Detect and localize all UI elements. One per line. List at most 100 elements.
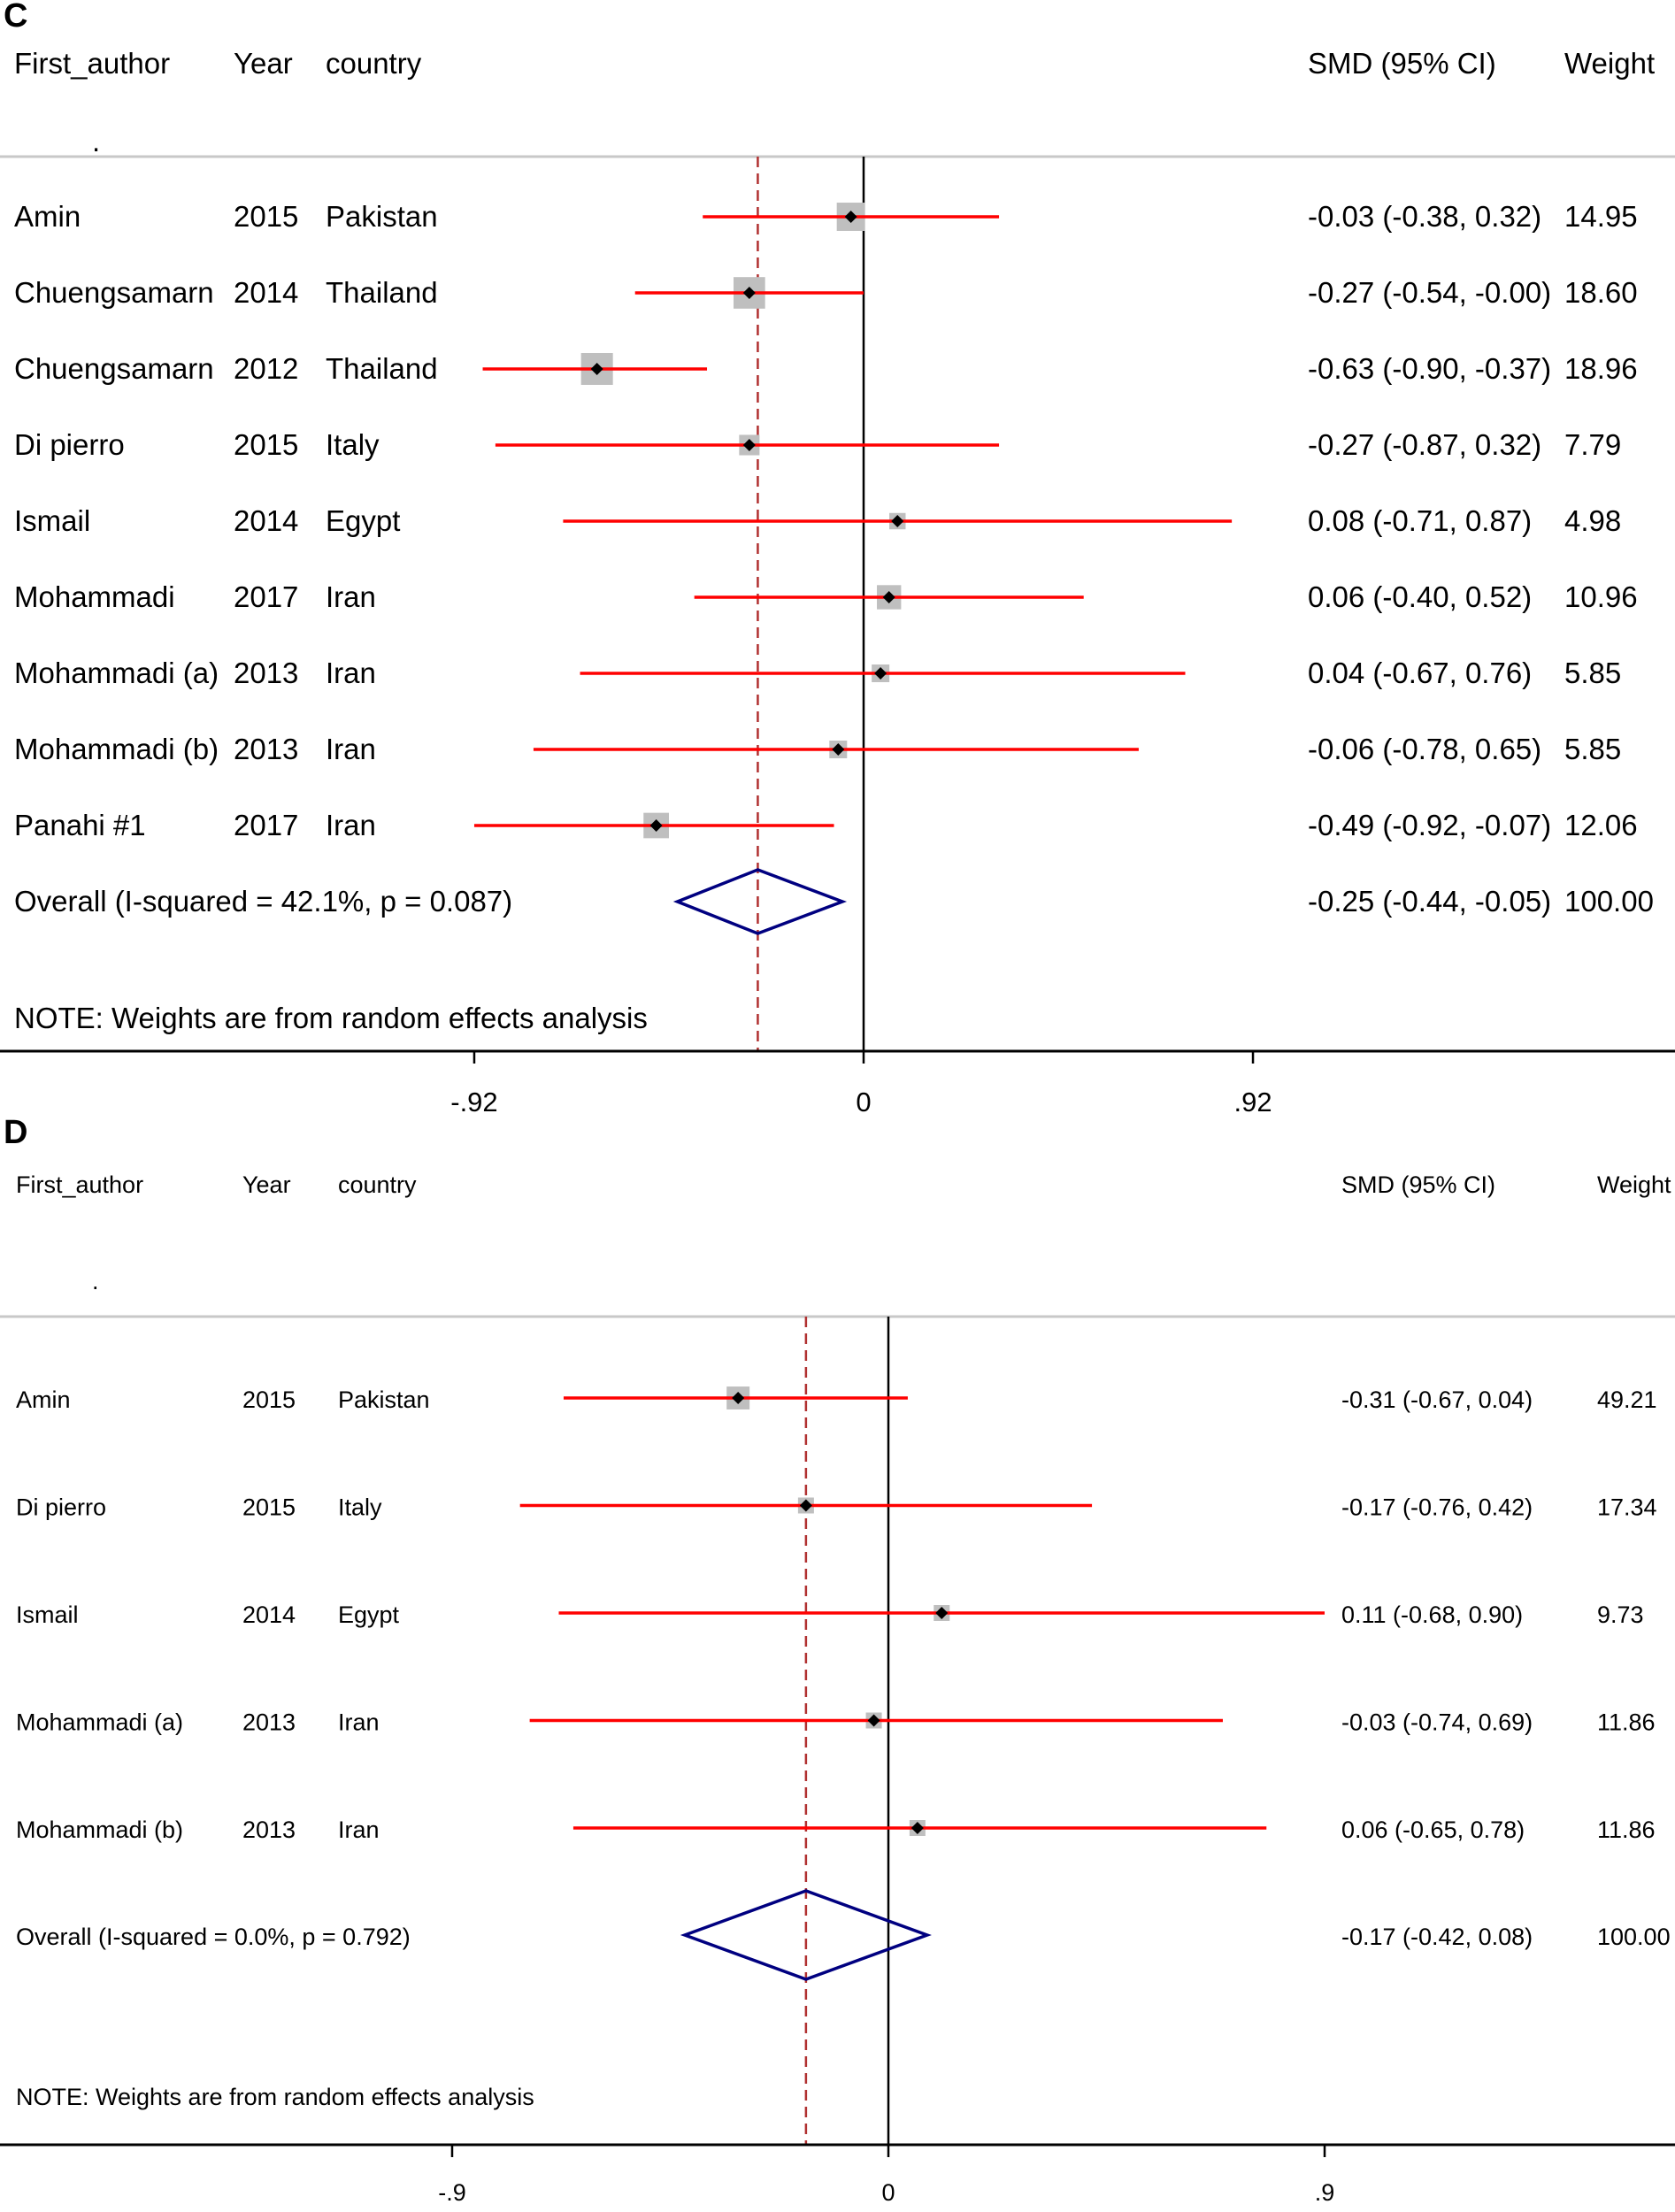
study-ci-text: -0.49 (-0.92, -0.07) [1308, 809, 1551, 841]
study-year: 2015 [242, 1386, 296, 1413]
study-ci-text: -0.03 (-0.74, 0.69) [1341, 1709, 1533, 1736]
study-weight: 11.86 [1597, 1816, 1656, 1843]
overall-ci-text: -0.17 (-0.42, 0.08) [1341, 1924, 1533, 1950]
header-first-author: First_author [14, 47, 170, 80]
study-weight: 14.95 [1564, 200, 1638, 233]
header-year: Year [234, 47, 293, 80]
study-country: Iran [338, 1816, 380, 1843]
header-first-author: First_author [16, 1171, 143, 1198]
study-year: 2012 [234, 352, 298, 385]
study-weight: 9.73 [1597, 1601, 1644, 1628]
point-estimate-marker [867, 1714, 880, 1727]
study-ci-text: 0.06 (-0.40, 0.52) [1308, 580, 1532, 613]
overall-weight: 100.00 [1564, 885, 1654, 918]
point-estimate-marker [844, 211, 857, 223]
panel-c: C First_author Year country SMD (95% CI) Weig… [0, 0, 1675, 1118]
study-ci-text: -0.63 (-0.90, -0.37) [1308, 352, 1551, 385]
study-author: Mohammadi (a) [16, 1709, 183, 1736]
study-year: 2014 [234, 504, 298, 537]
point-estimate-marker [649, 819, 663, 832]
study-author: Panahi #1 [14, 809, 146, 841]
study-weight: 5.85 [1564, 733, 1621, 765]
study-year: 2013 [242, 1709, 296, 1736]
study-row: Mohammadi (b) 2013 Iran -0.06 (-0.78, 0.65)… [14, 733, 1621, 765]
overall-row: Overall (I-squared = 0.0%, p = 0.792) -0.… [16, 1889, 1671, 1981]
x-tick-label: .9 [1315, 2179, 1335, 2206]
study-author: Amin [14, 200, 81, 233]
study-country: Pakistan [338, 1386, 430, 1413]
study-country: Egypt [326, 504, 400, 537]
point-estimate-marker [590, 363, 603, 375]
study-weight: 12.06 [1564, 809, 1638, 841]
header-dot: . [92, 1268, 99, 1294]
study-author: Mohammadi (a) [14, 657, 219, 689]
study-year: 2015 [242, 1494, 296, 1521]
study-country: Iran [326, 733, 376, 765]
study-row: Ismail 2014 Egypt 0.11 (-0.68, 0.90) 9.73 [16, 1601, 1644, 1628]
study-ci-text: 0.04 (-0.67, 0.76) [1308, 657, 1532, 689]
study-row: Di pierro 2015 Italy -0.27 (-0.87, 0.32) 7.7… [14, 428, 1621, 461]
study-author: Chuengsamarn [14, 276, 214, 309]
study-row: Di pierro 2015 Italy -0.17 (-0.76, 0.42) 17.… [16, 1494, 1657, 1521]
study-country: Iran [326, 580, 376, 613]
study-year: 2017 [234, 580, 298, 613]
header-country: country [326, 47, 422, 80]
study-ci-text: -0.17 (-0.76, 0.42) [1341, 1494, 1533, 1521]
study-country: Thailand [326, 352, 438, 385]
study-ci-text: 0.08 (-0.71, 0.87) [1308, 504, 1532, 537]
study-ci-text: 0.11 (-0.68, 0.90) [1341, 1601, 1523, 1628]
point-estimate-marker [832, 743, 845, 756]
study-weight: 7.79 [1564, 428, 1621, 461]
study-year: 2013 [234, 733, 298, 765]
note-text: NOTE: Weights are from random effects an… [16, 2084, 534, 2110]
study-ci-text: -0.27 (-0.54, -0.00) [1308, 276, 1551, 309]
header-year: Year [242, 1171, 291, 1198]
study-author: Amin [16, 1386, 71, 1413]
panel-letter: C [4, 0, 27, 35]
study-weight: 18.96 [1564, 352, 1638, 385]
point-estimate-marker [799, 1499, 812, 1512]
study-author: Di pierro [14, 428, 125, 461]
study-ci-text: -0.03 (-0.38, 0.32) [1308, 200, 1541, 233]
study-country: Egypt [338, 1601, 400, 1628]
study-weight: 49.21 [1597, 1386, 1657, 1413]
study-weight: 10.96 [1564, 580, 1638, 613]
study-year: 2017 [234, 809, 298, 841]
overall-weight: 100.00 [1597, 1924, 1671, 1950]
study-ci-text: -0.31 (-0.67, 0.04) [1341, 1386, 1533, 1413]
overall-row: Overall (I-squared = 42.1%, p = 0.087) -0… [14, 868, 1654, 935]
study-country: Italy [326, 428, 380, 461]
study-row: Amin 2015 Pakistan -0.03 (-0.38, 0.32) 14.95 [14, 200, 1638, 233]
study-row: Amin 2015 Pakistan -0.31 (-0.67, 0.04) 49.21 [16, 1386, 1657, 1413]
overall-diamond [680, 1889, 932, 1981]
study-row: Mohammadi (b) 2013 Iran 0.06 (-0.65, 0.78) 1… [16, 1816, 1656, 1843]
study-author: Mohammadi (b) [16, 1816, 183, 1843]
study-weight: 18.60 [1564, 276, 1638, 309]
study-country: Thailand [326, 276, 438, 309]
overall-diamond [672, 868, 848, 935]
point-estimate-marker [874, 667, 887, 680]
study-row: Panahi #1 2017 Iran -0.49 (-0.92, -0.07) 12.… [14, 809, 1638, 841]
study-year: 2014 [234, 276, 298, 309]
point-estimate-marker [882, 591, 895, 603]
x-tick-label: 0 [856, 1087, 871, 1118]
study-weight: 11.86 [1597, 1709, 1656, 1736]
panel-d: D First_author Year country SMD (95% CI) Weig… [0, 1114, 1675, 2206]
overall-label: Overall (I-squared = 42.1%, p = 0.087) [14, 885, 512, 918]
study-year: 2015 [234, 200, 298, 233]
overall-label: Overall (I-squared = 0.0%, p = 0.792) [16, 1924, 411, 1950]
point-estimate-marker [742, 439, 756, 451]
study-author: Ismail [14, 504, 90, 537]
x-tick-label: -.9 [438, 2179, 466, 2206]
study-year: 2013 [234, 657, 298, 689]
study-ci-text: -0.06 (-0.78, 0.65) [1308, 733, 1541, 765]
header-weight: Weight [1564, 47, 1655, 80]
study-row: Mohammadi 2017 Iran 0.06 (-0.40, 0.52) 10.96 [14, 580, 1638, 613]
note-text: NOTE: Weights are from random effects an… [14, 1002, 648, 1034]
study-row: Chuengsamarn 2012 Thailand -0.63 (-0.90, -0… [14, 352, 1638, 385]
study-country: Italy [338, 1494, 382, 1521]
point-estimate-marker [742, 287, 756, 299]
